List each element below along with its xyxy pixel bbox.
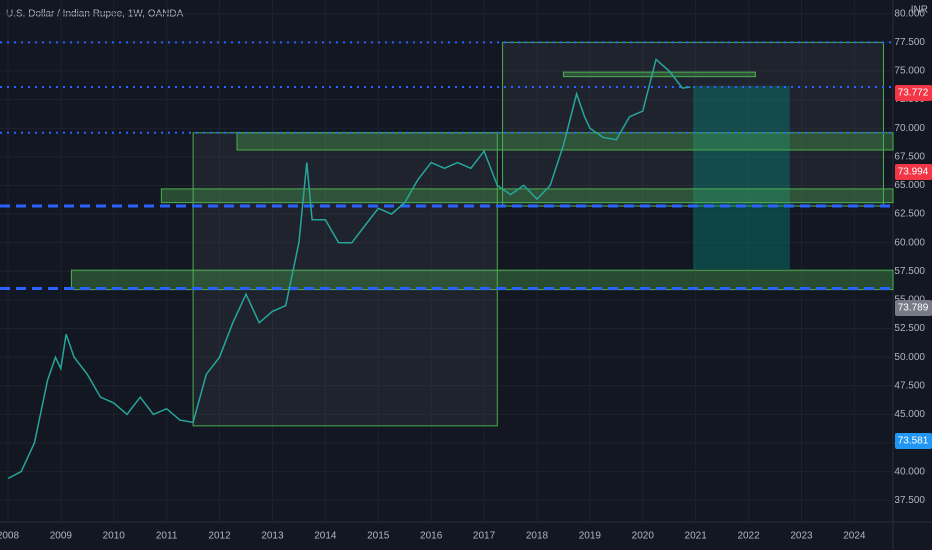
price-tag-bg <box>895 433 932 449</box>
y-tick-label: 50.000 <box>894 352 925 363</box>
x-tick-label: 2011 <box>156 531 178 542</box>
y-tick-label: 52.500 <box>894 323 925 334</box>
price-tag-bg <box>895 85 932 101</box>
x-tick-label: 2015 <box>367 531 390 542</box>
x-tick-label: 2017 <box>473 531 496 542</box>
zone-target <box>693 85 790 270</box>
x-tick-label: 2021 <box>685 531 708 542</box>
zone-box <box>192 132 498 427</box>
x-tick-label: 2020 <box>632 531 655 542</box>
price-tag-bg <box>895 164 932 180</box>
x-tick-label: 2019 <box>579 531 602 542</box>
y-tick-label: 45.000 <box>894 409 925 420</box>
y-tick-label: 70.000 <box>894 123 925 134</box>
y-tick-label: 47.500 <box>894 380 925 391</box>
x-tick-label: 2022 <box>737 531 760 542</box>
x-tick-label: 2014 <box>314 531 337 542</box>
x-tick-label: 2018 <box>526 531 549 542</box>
price-tag: 73.581 <box>898 436 929 447</box>
zone-green <box>160 188 894 204</box>
zone-box <box>502 41 884 207</box>
zone-green <box>70 269 894 291</box>
y-tick-label: 75.000 <box>894 66 925 77</box>
x-tick-label: 2024 <box>843 531 866 542</box>
y-tick-label: 60.000 <box>894 237 925 248</box>
x-tick-label: 2010 <box>103 531 126 542</box>
y-tick-label: 62.500 <box>894 209 925 220</box>
price-tag-bg <box>895 300 932 316</box>
y-tick-label: 65.000 <box>894 180 925 191</box>
x-tick-label: 2016 <box>420 531 443 542</box>
price-line <box>7 58 691 480</box>
x-tick-label: 2012 <box>208 531 231 542</box>
x-tick-label: 2009 <box>50 531 73 542</box>
currency-label: INR <box>911 5 928 16</box>
x-tick-label: 2008 <box>0 531 19 542</box>
y-tick-label: 57.500 <box>894 266 925 277</box>
y-tick-label: 80.000 <box>894 8 925 19</box>
price-tag: 73.789 <box>898 303 929 314</box>
price-tag: 73.994 <box>898 167 929 178</box>
y-tick-label: 67.500 <box>894 151 925 162</box>
x-tick-label: 2013 <box>261 531 284 542</box>
y-tick-label: 77.500 <box>894 37 925 48</box>
zone-green <box>562 71 756 78</box>
x-tick-label: 2023 <box>790 531 813 542</box>
grid <box>0 0 893 522</box>
y-tick-label: 40.000 <box>894 466 925 477</box>
price-tag: 73.772 <box>898 88 929 99</box>
y-tick-label: 37.500 <box>894 495 925 506</box>
